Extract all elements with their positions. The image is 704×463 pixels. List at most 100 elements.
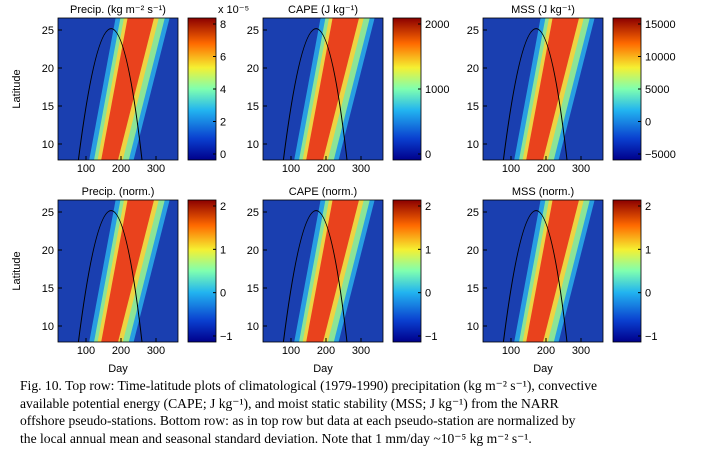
- panel-title: Precip. (norm.): [82, 186, 155, 198]
- y-tick-label: 10: [42, 321, 54, 333]
- x-tick-label: 100: [77, 345, 95, 357]
- colorbar-tick-label: 0: [220, 288, 226, 300]
- colorbar-tick-label: 1: [425, 244, 431, 256]
- y-tick-label: 20: [467, 245, 479, 257]
- colorbar-tick-label: 10000: [645, 52, 676, 64]
- figure-caption: Fig. 10. Top row: Time-latitude plots of…: [20, 377, 692, 447]
- colorbar: [392, 17, 422, 161]
- caption-line-2: available potential energy (CAPE; J kg⁻¹…: [20, 395, 559, 411]
- x-tick-label: 200: [317, 163, 335, 175]
- y-axis-label: Latitude: [11, 69, 23, 108]
- x-tick-label: 200: [112, 345, 130, 357]
- colorbar-tick-label: −1: [220, 331, 233, 343]
- x-axis-label: Day: [313, 363, 333, 375]
- y-tick-label: 25: [42, 25, 54, 37]
- colorbar-tick-label: −1: [645, 331, 658, 343]
- x-axis-label: Day: [533, 363, 553, 375]
- x-tick-label: 300: [352, 163, 370, 175]
- panel-title: CAPE (J kg⁻¹): [288, 4, 358, 16]
- x-tick-label: 100: [282, 345, 300, 357]
- x-tick-label: 300: [147, 345, 165, 357]
- y-tick-label: 20: [247, 63, 259, 75]
- seasonal-curve: [502, 210, 568, 342]
- y-tick-label: 10: [42, 139, 54, 151]
- y-tick-label: 15: [467, 101, 479, 113]
- colorbar-tick-label: 6: [220, 52, 226, 64]
- x-tick-label: 200: [537, 345, 555, 357]
- panel-title: Precip. (kg m⁻² s⁻¹): [70, 4, 166, 16]
- x-tick-label: 100: [282, 163, 300, 175]
- colorbar: [392, 199, 422, 343]
- x-tick-label: 200: [112, 163, 130, 175]
- heatmap-field: [58, 18, 178, 160]
- heatmap-field: [263, 200, 383, 342]
- colorbar-tick-label: 0: [425, 149, 431, 161]
- x-tick-label: 300: [352, 345, 370, 357]
- panel-title: MSS (norm.): [512, 186, 574, 198]
- colorbar-tick-label: 8: [220, 19, 226, 31]
- x-tick-label: 200: [317, 345, 335, 357]
- y-tick-label: 10: [467, 321, 479, 333]
- panel-title: CAPE (norm.): [289, 186, 357, 198]
- colorbar: [187, 199, 217, 343]
- y-tick-label: 15: [467, 283, 479, 295]
- colorbar: [612, 199, 642, 343]
- x-tick-label: 300: [572, 345, 590, 357]
- colorbar-tick-label: 2: [425, 201, 431, 213]
- caption-line-1: Fig. 10. Top row: Time-latitude plots of…: [20, 378, 598, 393]
- y-tick-label: 25: [247, 25, 259, 37]
- colorbar: [612, 17, 642, 161]
- y-tick-label: 15: [42, 101, 54, 113]
- caption-line-4: the local annual mean and seasonal stand…: [20, 430, 532, 446]
- heatmap-field: [263, 18, 383, 160]
- y-tick-label: 20: [42, 245, 54, 257]
- colorbar-tick-label: 2: [645, 201, 651, 213]
- colorbar-tick-label: 2000: [425, 19, 449, 31]
- x-tick-label: 100: [77, 163, 95, 175]
- colorbar-tick-label: 0: [645, 288, 651, 300]
- colorbar-tick-label: 0: [645, 117, 651, 129]
- x-tick-label: 200: [537, 163, 555, 175]
- y-tick-label: 15: [42, 283, 54, 295]
- y-tick-label: 15: [247, 101, 259, 113]
- colorbar-tick-label: 15000: [645, 19, 676, 31]
- panel-2: CAPE (J kg⁻¹) 25 20 15 10 100 200 300 2000 1000 0: [247, 4, 450, 175]
- colorbar-tick-label: 2: [220, 117, 226, 129]
- colorbar-tick-label: 0: [220, 149, 226, 161]
- seasonal-curve: [77, 28, 143, 160]
- caption-line-3: offshore pseudo-stations. Bottom row: as…: [20, 413, 576, 428]
- colorbar-tick-label: 1000: [425, 84, 449, 96]
- y-tick-label: 25: [247, 207, 259, 219]
- colorbar-tick-label: 1: [645, 244, 651, 256]
- colorbar: [187, 17, 217, 161]
- y-tick-label: 10: [247, 321, 259, 333]
- x-tick-label: 300: [572, 163, 590, 175]
- colorbar-tick-label: 1: [220, 244, 226, 256]
- colorbar-tick-label: 5000: [645, 84, 669, 96]
- y-tick-label: 25: [467, 207, 479, 219]
- panel-title: MSS (J kg⁻¹): [511, 4, 575, 16]
- y-tick-label: 20: [247, 245, 259, 257]
- y-tick-label: 20: [467, 63, 479, 75]
- y-tick-label: 10: [467, 139, 479, 151]
- heatmap-field: [483, 18, 603, 160]
- x-tick-label: 100: [502, 345, 520, 357]
- colorbar-multiplier: x 10⁻⁵: [218, 4, 249, 16]
- y-tick-label: 10: [247, 139, 259, 151]
- y-tick-label: 25: [467, 25, 479, 37]
- y-tick-label: 25: [42, 207, 54, 219]
- y-tick-label: 15: [247, 283, 259, 295]
- heatmap-field: [483, 200, 603, 342]
- colorbar-tick-label: 4: [220, 84, 226, 96]
- x-tick-label: 100: [502, 163, 520, 175]
- panel-3: MSS (J kg⁻¹) 25 20 15 10 100 200 300 15000 10000 5…: [467, 4, 676, 175]
- heatmap-field: [58, 200, 178, 342]
- seasonal-curve: [502, 28, 568, 160]
- y-axis-label: Latitude: [11, 251, 23, 290]
- colorbar-tick-label: −1: [425, 331, 438, 343]
- x-axis-label: Day: [108, 363, 128, 375]
